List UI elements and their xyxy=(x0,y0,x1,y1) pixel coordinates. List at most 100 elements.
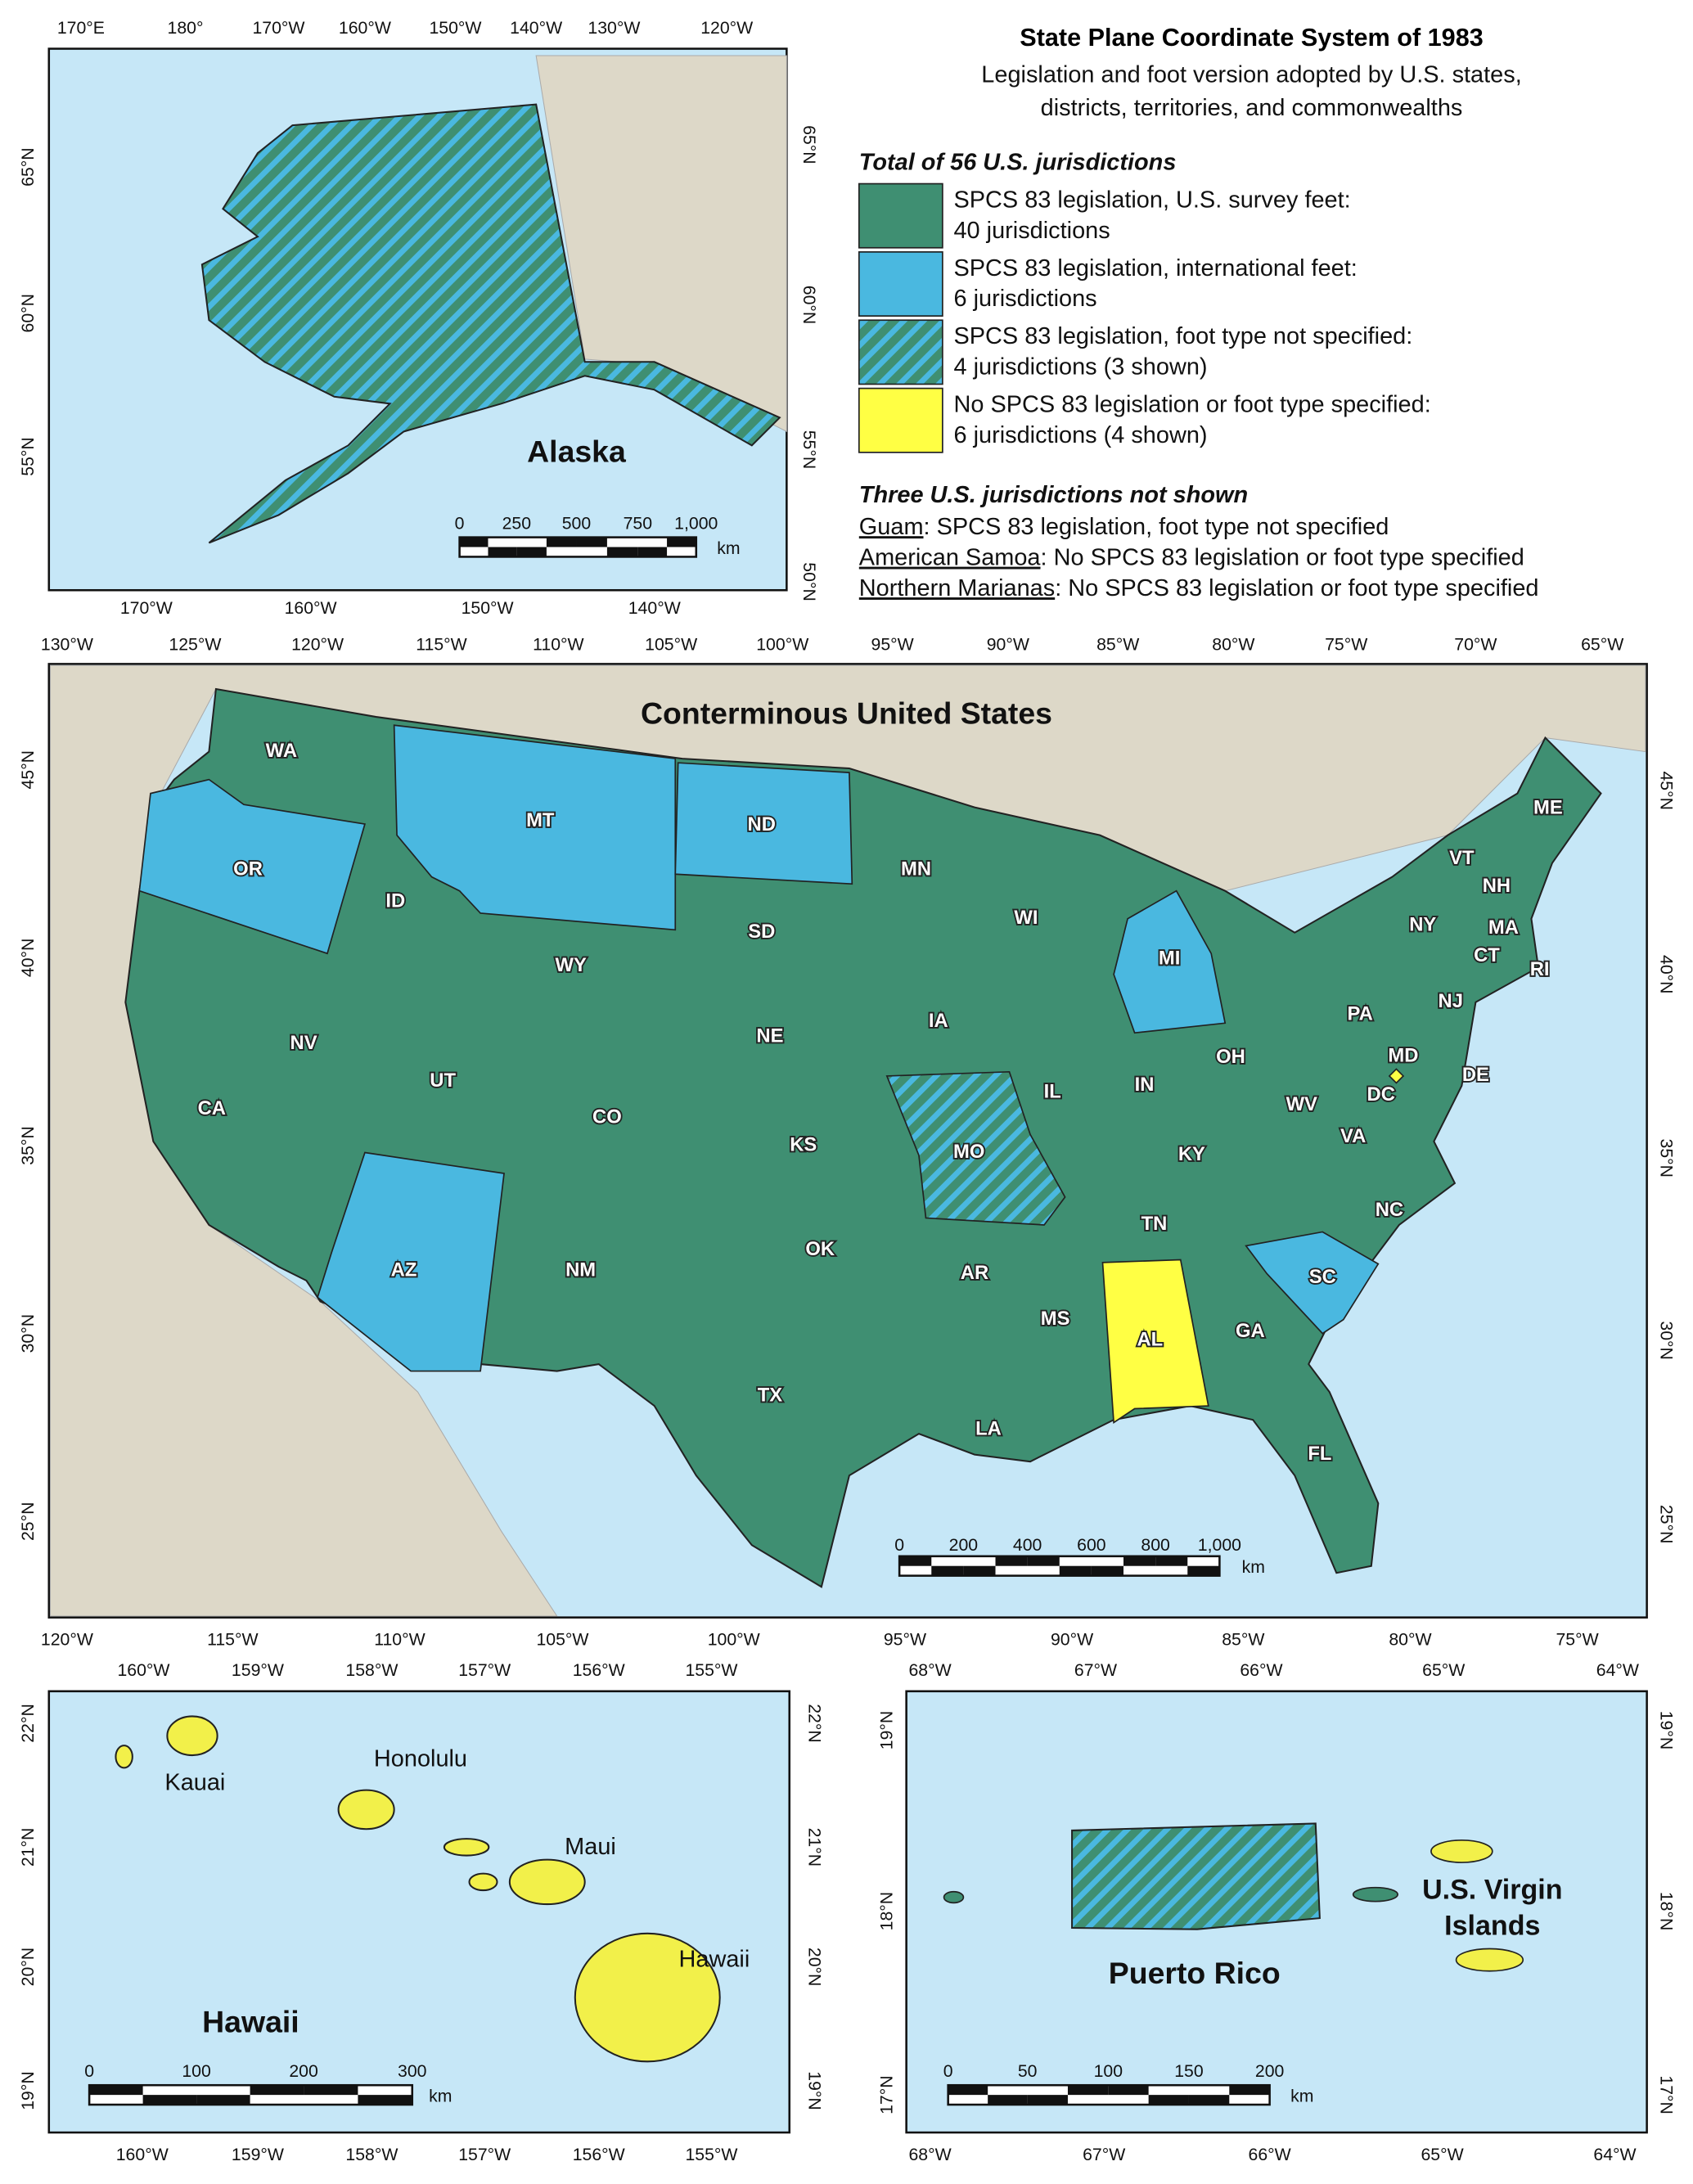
longitude-label: 155°W xyxy=(685,1660,737,1680)
island xyxy=(1352,1886,1398,1903)
state-label: NC xyxy=(1376,1199,1403,1221)
scale-bar-segment xyxy=(1027,1556,1060,1566)
hawaii-islands xyxy=(115,1715,721,2063)
island xyxy=(574,1932,721,2063)
longitude-label: 68°W xyxy=(908,1660,951,1680)
scale-bar-segment xyxy=(1148,2095,1189,2105)
longitude-label: 110°W xyxy=(374,1630,425,1650)
state-label: MN xyxy=(901,858,931,880)
scale-bar-segment xyxy=(488,547,517,557)
state-label: IL xyxy=(1044,1081,1061,1103)
state-label: DE xyxy=(1462,1064,1489,1086)
state-label: PA xyxy=(1348,1002,1373,1024)
scale-bar-segment xyxy=(250,2085,304,2096)
latitude-label: 35°N xyxy=(18,1126,38,1164)
state-label: FL xyxy=(1308,1443,1331,1465)
scale-label: 200 xyxy=(949,1535,978,1555)
legend-label: SPCS 83 legislation, foot type not speci… xyxy=(953,323,1412,349)
scale-unit: km xyxy=(717,538,740,558)
scale-label: 1,000 xyxy=(1198,1535,1241,1555)
alabama-shape xyxy=(1101,1259,1209,1425)
longitude-label: 150°W xyxy=(429,18,481,38)
scale-label: 50 xyxy=(1018,2061,1038,2081)
latitude-label: 17°N xyxy=(1657,2075,1677,2114)
island xyxy=(115,1745,133,1769)
panel-title: Conterminous United States xyxy=(641,696,1052,731)
longitude-label: 100°W xyxy=(708,1630,760,1650)
state-label: OR xyxy=(233,858,263,880)
not-shown-line: Northern Marianas: No SPCS 83 legislatio… xyxy=(859,575,1539,601)
latitude-label: 30°N xyxy=(18,1314,38,1353)
scale-bar-segment xyxy=(1155,1556,1188,1566)
legend-count: 40 jurisdictions xyxy=(953,218,1110,244)
longitude-label: 158°W xyxy=(345,1660,398,1680)
longitude-label: 130°W xyxy=(41,634,93,654)
state-label: MT xyxy=(526,809,555,831)
longitude-label: 155°W xyxy=(685,2145,737,2164)
state-label: WV xyxy=(1286,1093,1317,1115)
scale-bar-segment xyxy=(196,2095,250,2105)
latitude-label: 21°N xyxy=(805,1828,825,1867)
longitude-label: 160°W xyxy=(116,2145,169,2164)
state-label: SD xyxy=(748,921,775,943)
longitude-label: 90°W xyxy=(987,634,1029,654)
island xyxy=(943,1890,965,1904)
not-shown-line: American Samoa: No SPCS 83 legislation o… xyxy=(859,545,1524,571)
latitude-label: 19°N xyxy=(18,2071,38,2110)
state-label: NH xyxy=(1483,875,1511,897)
state-label: KY xyxy=(1178,1143,1205,1165)
oregon-shape xyxy=(138,778,367,955)
state-label: GA xyxy=(1236,1320,1265,1342)
longitude-label: 90°W xyxy=(1051,1630,1093,1650)
legend-swatch xyxy=(858,387,943,453)
state-label: AL xyxy=(1137,1328,1163,1350)
island xyxy=(468,1872,498,1892)
longitude-label: 160°W xyxy=(285,598,337,618)
south-carolina-shape xyxy=(1245,1231,1380,1335)
longitude-label: 64°W xyxy=(1596,1660,1639,1680)
arizona-shape xyxy=(317,1151,505,1372)
island xyxy=(508,1858,586,1906)
scale-label: 0 xyxy=(943,2061,953,2081)
island xyxy=(443,1838,490,1857)
state-label: MO xyxy=(953,1141,984,1163)
subtitle: Legislation and foot version adopted by … xyxy=(981,61,1521,88)
scale-bar-segment xyxy=(304,2085,358,2096)
scale-bar-segment xyxy=(1059,1565,1092,1576)
scale-label: 800 xyxy=(1141,1535,1169,1555)
legend-swatch xyxy=(858,182,943,249)
longitude-label: 70°W xyxy=(1454,634,1497,654)
longitude-label: 95°W xyxy=(871,634,914,654)
state-label: SC xyxy=(1309,1266,1336,1288)
scale-label: 200 xyxy=(1255,2061,1284,2081)
state-label: CA xyxy=(198,1097,226,1119)
legend-count: 4 jurisdictions (3 shown) xyxy=(953,354,1207,381)
panel-title: Hawaii xyxy=(202,2005,299,2039)
state-label: DC xyxy=(1367,1083,1395,1106)
scale-bar-segment xyxy=(948,2085,988,2096)
place-label: Maui xyxy=(565,1834,616,1860)
longitude-label: 100°W xyxy=(756,634,808,654)
state-label: NJ xyxy=(1439,990,1463,1012)
scale-bar-segment xyxy=(899,1556,932,1566)
longitude-label: 180° xyxy=(168,18,204,38)
jurisdiction-name: Northern Marianas xyxy=(859,575,1055,601)
longitude-label: 85°W xyxy=(1222,1630,1264,1650)
scale-label: 0 xyxy=(84,2061,94,2081)
legend-swatch xyxy=(858,319,943,385)
place-label: U.S. Virgin xyxy=(1422,1874,1562,1905)
latitude-label: 60°N xyxy=(18,294,38,332)
state-label: TN xyxy=(1141,1213,1168,1235)
latitude-label: 22°N xyxy=(18,1704,38,1742)
state-label: NV xyxy=(290,1032,317,1054)
scale-label: 600 xyxy=(1077,1535,1105,1555)
legend-swatch xyxy=(858,251,943,317)
state-label: RI xyxy=(1530,958,1550,980)
scale-bar-segment xyxy=(358,2095,412,2105)
state-label: MA xyxy=(1488,916,1519,939)
state-label: MD xyxy=(1388,1044,1418,1066)
scale-bar-segment xyxy=(1188,2095,1230,2105)
longitude-label: 120°W xyxy=(41,1630,93,1650)
scale-unit: km xyxy=(429,2087,452,2106)
